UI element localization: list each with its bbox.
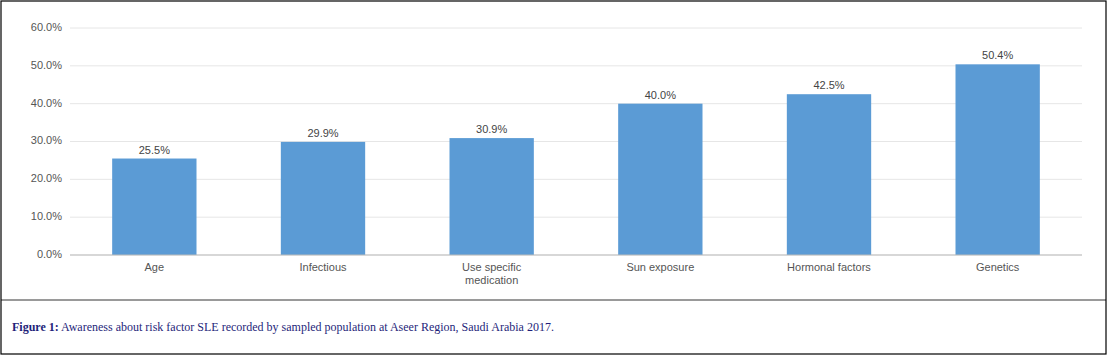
x-axis: Age Infectious Use specificmedication Sun e… xyxy=(70,255,1082,286)
grid-line xyxy=(70,179,1082,180)
data-label: 30.9% xyxy=(476,123,507,135)
data-label: 25.5% xyxy=(139,144,170,156)
data-label: 40.0% xyxy=(645,89,676,101)
x-tick-label: Hormonal factors xyxy=(787,261,871,273)
y-tick-label: 20.0% xyxy=(31,172,62,184)
grid-line xyxy=(70,217,1082,218)
bar xyxy=(112,159,196,255)
frame xyxy=(1,1,1106,354)
y-tick-label: 50.0% xyxy=(31,59,62,71)
y-tick-label: 0.0% xyxy=(37,248,62,260)
chart-container: 0.0%10.0%20.0%30.0%40.0%50.0%60.0%25.5%2… xyxy=(0,0,1107,355)
y-tick-label: 30.0% xyxy=(31,134,62,146)
data-label: 50.4% xyxy=(982,49,1013,61)
y-tick-label: 10.0% xyxy=(31,210,62,222)
bar xyxy=(956,64,1040,255)
grid-line xyxy=(70,141,1082,142)
bar xyxy=(281,142,365,255)
x-tick-label: Sun exposure xyxy=(626,261,694,273)
bar xyxy=(450,138,534,255)
data-label: 42.5% xyxy=(813,79,844,91)
x-tick-label: Use specificmedication xyxy=(462,261,522,286)
grid-line xyxy=(70,255,1082,256)
title: Figure 1: Awareness about risk factor SL… xyxy=(12,320,554,334)
data-label: 29.9% xyxy=(307,127,338,139)
x-tick-label: Infectious xyxy=(299,261,347,273)
bar xyxy=(787,94,871,255)
data-labels: 25.5% 29.9% 30.9% 40.0% 42.5% 50.4% xyxy=(139,49,1014,155)
grid-line xyxy=(70,65,1082,66)
grid-line xyxy=(70,28,1082,29)
y-axis: 0.0% 10.0% 20.0% 30.0% 40.0% 50.0% 60.0% xyxy=(31,21,1082,260)
y-tick-label: 60.0% xyxy=(31,21,62,33)
chart: 0.0%10.0%20.0%30.0%40.0%50.0%60.0%25.5%2… xyxy=(0,0,1107,355)
bar xyxy=(618,104,702,255)
bars xyxy=(112,64,1040,255)
x-tick-label: Genetics xyxy=(976,261,1020,273)
x-axis-line xyxy=(70,255,1082,256)
caption-separator xyxy=(1,300,1106,301)
grid-line xyxy=(70,103,1082,104)
y-tick-label: 40.0% xyxy=(31,97,62,109)
x-tick-label: Age xyxy=(145,261,165,273)
